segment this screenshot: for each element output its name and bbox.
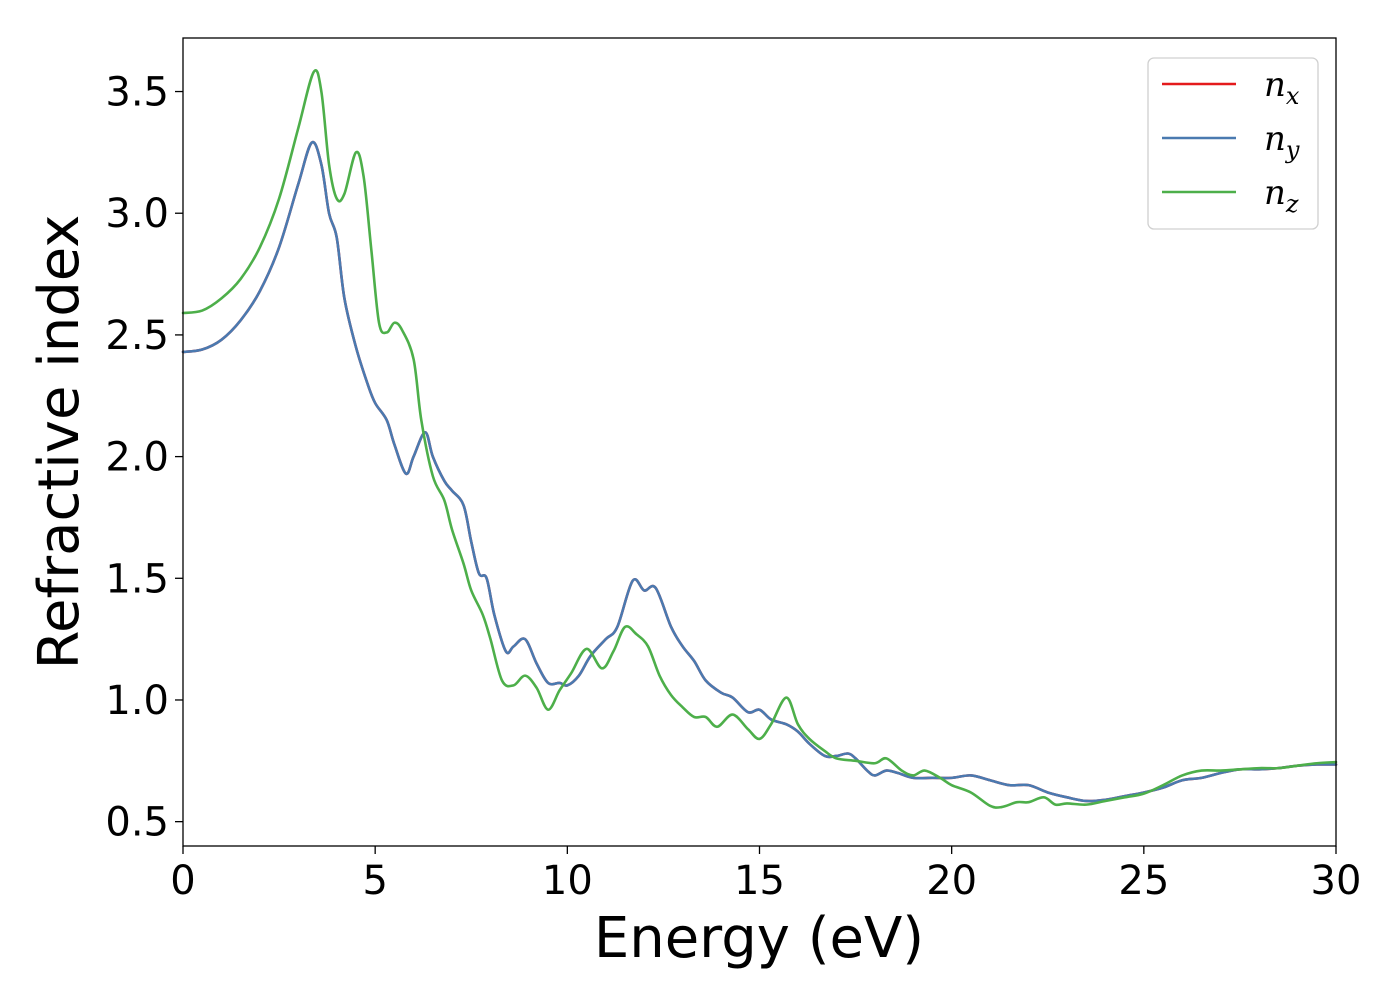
legend-label-subscript: y (1285, 136, 1300, 164)
x-tick-label: 10 (542, 858, 593, 904)
y-tick-label: 1.0 (105, 678, 169, 724)
legend-box (1147, 57, 1319, 230)
y-axis-ticks: 0.5 1.0 1.5 2.0 2.5 3.0 3.5 (105, 70, 183, 846)
x-axis-ticks: 0 5 10 15 20 25 30 (170, 846, 1361, 904)
y-tick-label: 1.5 (105, 556, 169, 602)
series-lines (181, 69, 1338, 809)
x-tick-label: 5 (362, 858, 387, 904)
x-tick-label: 30 (1311, 858, 1362, 904)
legend-label-nx: nx (1264, 65, 1300, 110)
legend-label-ny: ny (1264, 119, 1300, 164)
legend-label-base: n (1264, 119, 1286, 159)
series-line-ny (181, 140, 1338, 803)
legend-label-subscript: x (1286, 82, 1300, 110)
x-tick-label: 15 (734, 858, 785, 904)
x-tick-label: 25 (1118, 858, 1169, 904)
y-tick-label: 2.5 (105, 313, 169, 359)
x-axis-title: Energy (eV) (594, 906, 924, 971)
x-tick-label: 0 (170, 858, 195, 904)
y-tick-label: 2.0 (105, 435, 169, 481)
legend-label-base: n (1264, 173, 1286, 213)
y-tick-label: 0.5 (105, 800, 169, 846)
legend-label-subscript: z (1285, 190, 1299, 218)
series-line-nx (181, 140, 1338, 803)
legend-label-base: n (1264, 65, 1286, 105)
y-tick-label: 3.0 (105, 191, 169, 237)
series-line-nz (181, 69, 1338, 809)
legend-label-nz: nz (1264, 173, 1299, 218)
y-tick-label: 3.5 (105, 70, 169, 116)
y-axis-title: Refractive index (27, 215, 92, 670)
x-tick-label: 20 (926, 858, 977, 904)
